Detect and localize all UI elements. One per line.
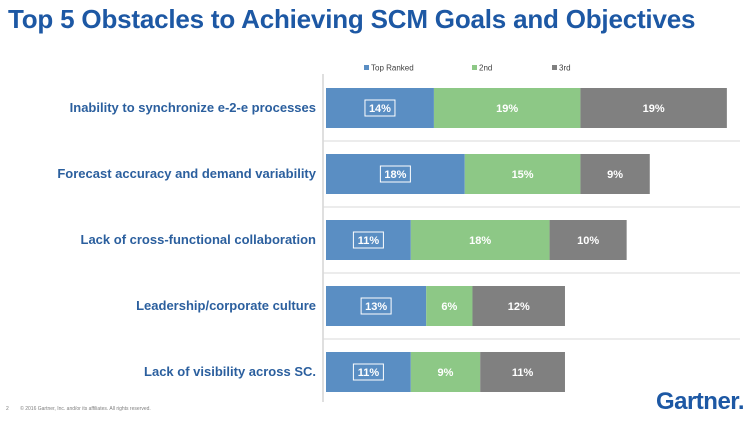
bar-segment: [580, 88, 727, 128]
value-label: 6%: [441, 301, 457, 313]
legend-label: 2nd: [479, 64, 492, 73]
bar-segment: [480, 352, 565, 392]
category-label: Lack of cross-functional collaboration: [81, 232, 317, 247]
value-label: 11%: [358, 367, 380, 379]
category-label: Forecast accuracy and demand variability: [57, 166, 316, 181]
bar-segment: [549, 220, 627, 260]
bar-segment: [464, 154, 581, 194]
bar-segment: [426, 286, 473, 326]
copyright-text: © 2016 Gartner, Inc. and/or its affiliat…: [20, 406, 151, 412]
bar-segment: [326, 154, 465, 194]
bar-segment: [326, 88, 434, 128]
value-label: 15%: [512, 169, 534, 181]
category-label: Lack of visibility across SC.: [144, 364, 316, 379]
category-labels: Inability to synchronize e-2-e processes…: [57, 100, 316, 379]
gartner-logo: Gartner.: [655, 388, 745, 415]
page-number: 2: [6, 406, 9, 412]
slide-title: Top 5 Obstacles to Achieving SCM Goals a…: [8, 4, 696, 34]
value-label-box: [352, 231, 384, 249]
category-label: Inability to synchronize e-2-e processes: [70, 100, 316, 115]
legend-swatch: [552, 65, 557, 70]
value-label: 19%: [643, 103, 665, 115]
bar-segment: [410, 220, 550, 260]
value-label-box: [360, 297, 392, 315]
value-label: 12%: [508, 301, 530, 313]
legend: Top Ranked 2nd 3rd: [364, 64, 571, 73]
value-label-box: [364, 99, 396, 117]
bar-segment: [580, 154, 650, 194]
value-label: 13%: [365, 301, 387, 313]
legend-label: 3rd: [559, 64, 571, 73]
bar-segment: [326, 220, 411, 260]
bar-segment: [326, 286, 427, 326]
value-label: 11%: [358, 235, 380, 247]
category-label: Leadership/corporate culture: [136, 298, 316, 313]
value-label: 9%: [438, 367, 454, 379]
value-label-box: [379, 165, 411, 183]
legend-swatch: [472, 65, 477, 70]
value-label: 9%: [607, 169, 623, 181]
legend-label: Top Ranked: [371, 64, 414, 73]
bar-segment: [326, 352, 411, 392]
bar-segment: [472, 286, 565, 326]
value-label: 10%: [577, 235, 599, 247]
value-label: 18%: [469, 235, 491, 247]
legend-swatch: [364, 65, 369, 70]
value-label-box: [352, 363, 384, 381]
footer: 2 © 2016 Gartner, Inc. and/or its affili…: [6, 406, 151, 412]
bars: 14% 19% 19% 18% 15% 9% 11% 18% 10% 13% 6% 12% 11% 9% 1…: [322, 74, 740, 402]
bar-segment: [433, 88, 581, 128]
value-label: 18%: [384, 169, 406, 181]
value-label: 19%: [496, 103, 518, 115]
value-label: 11%: [512, 367, 534, 379]
bar-segment: [410, 352, 481, 392]
value-label: 14%: [369, 103, 391, 115]
